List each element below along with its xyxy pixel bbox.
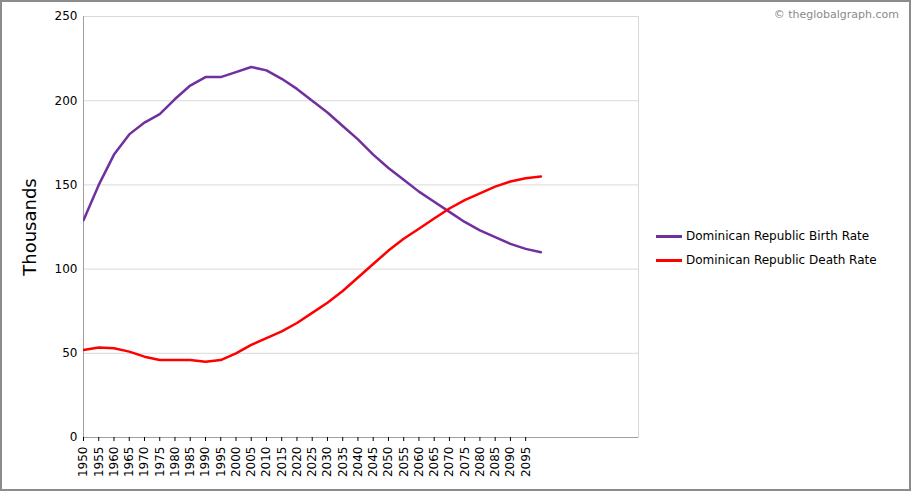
svg-text:2010: 2010 — [259, 447, 273, 478]
svg-text:100: 100 — [55, 262, 78, 276]
svg-text:2035: 2035 — [336, 447, 350, 478]
svg-text:2000: 2000 — [229, 447, 243, 478]
svg-text:150: 150 — [55, 178, 78, 192]
svg-text:50: 50 — [62, 346, 77, 360]
svg-text:1950: 1950 — [76, 447, 90, 478]
svg-text:2050: 2050 — [381, 447, 395, 478]
svg-text:1965: 1965 — [122, 447, 136, 478]
svg-text:1995: 1995 — [214, 447, 228, 478]
svg-text:1955: 1955 — [92, 447, 106, 478]
svg-text:2065: 2065 — [427, 447, 441, 478]
svg-text:Thousands: Thousands — [19, 178, 40, 276]
svg-text:2015: 2015 — [275, 447, 289, 478]
svg-text:1960: 1960 — [107, 447, 121, 478]
svg-text:1990: 1990 — [198, 447, 212, 478]
svg-text:2075: 2075 — [458, 447, 472, 478]
html-text:© theglobalgraph.com: © theglobalgraph.com — [773, 8, 899, 21]
svg-text:2085: 2085 — [488, 447, 502, 478]
svg-text:2095: 2095 — [519, 447, 533, 478]
svg-text:2080: 2080 — [473, 447, 487, 478]
svg-text:2030: 2030 — [320, 447, 334, 478]
svg-text:2020: 2020 — [290, 447, 304, 478]
svg-text:1980: 1980 — [168, 447, 182, 478]
svg-text:2060: 2060 — [412, 447, 426, 478]
svg-text:2070: 2070 — [442, 447, 456, 478]
svg-text:1985: 1985 — [183, 447, 197, 478]
svg-text:200: 200 — [55, 94, 78, 108]
svg-text:2025: 2025 — [305, 447, 319, 478]
svg-text:2040: 2040 — [351, 447, 365, 478]
svg-text:2045: 2045 — [366, 447, 380, 478]
svg-text:2090: 2090 — [503, 447, 517, 478]
svg-text:250: 250 — [55, 9, 78, 23]
html-text:Dominican Republic Death Rate: Dominican Republic Death Rate — [686, 253, 877, 267]
svg-text:1975: 1975 — [153, 447, 167, 478]
svg-text:1970: 1970 — [137, 447, 151, 478]
html-text:Dominican Republic Birth Rate: Dominican Republic Birth Rate — [686, 229, 870, 243]
svg-text:2005: 2005 — [244, 447, 258, 478]
svg-text:0: 0 — [70, 430, 78, 444]
svg-text:2055: 2055 — [397, 447, 411, 478]
